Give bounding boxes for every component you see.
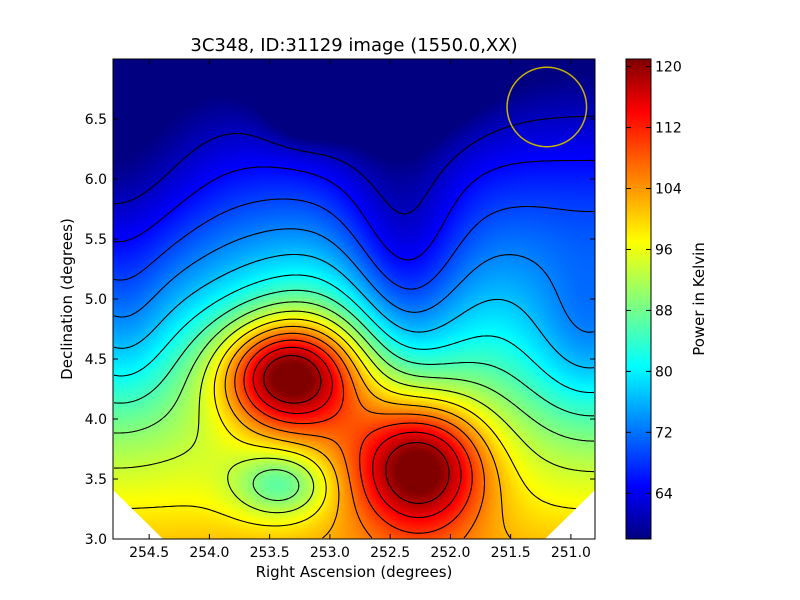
colorbar-tick-label: 72 bbox=[655, 425, 673, 441]
colorbar: 64 72 80 88 96 104 112 120 Power in Kelvin bbox=[625, 58, 708, 540]
contour-line bbox=[243, 339, 473, 534]
contour-line bbox=[252, 346, 462, 519]
colorbar-gradient bbox=[625, 58, 652, 540]
contour-line bbox=[113, 289, 594, 417]
colorbar-label: Power in Kelvin bbox=[690, 242, 708, 356]
beam-circle bbox=[506, 66, 588, 148]
colorbar-tick-label: 120 bbox=[655, 60, 682, 76]
plot-area bbox=[112, 58, 596, 540]
x-axis: 254.5 254.0 253.5 253.0 252.5 252.0 251.5 251.0 bbox=[129, 59, 591, 561]
y-tick-label: 5.5 bbox=[85, 232, 107, 248]
colorbar-ticks: 64 72 80 88 96 104 112 120 bbox=[626, 60, 682, 502]
y-axis-label: Declination (degrees) bbox=[58, 218, 76, 380]
contour-line bbox=[113, 301, 594, 502]
colorbar-tick-label: 96 bbox=[655, 242, 673, 258]
colorbar-tick-label: 80 bbox=[655, 364, 673, 380]
x-tick-label: 253.5 bbox=[250, 545, 290, 561]
x-tick-label: 252.5 bbox=[370, 545, 410, 561]
contour-lines bbox=[113, 115, 595, 539]
contour-line bbox=[224, 325, 511, 539]
x-tick-label: 252.0 bbox=[430, 545, 470, 561]
contour-line bbox=[113, 253, 595, 369]
contour-line bbox=[113, 228, 595, 333]
contour-line bbox=[113, 198, 595, 290]
x-tick-label: 254.5 bbox=[129, 545, 169, 561]
colorbar-tick-label: 64 bbox=[655, 486, 673, 502]
y-tick-label: 4.0 bbox=[85, 412, 107, 428]
colorbar-tick-label: 88 bbox=[655, 303, 673, 319]
y-axis: 3.0 3.5 4.0 4.5 5.0 5.5 6.0 6.5 bbox=[85, 112, 595, 548]
contour-line bbox=[113, 274, 595, 394]
contour-line bbox=[113, 159, 594, 261]
y-tick-label: 3.5 bbox=[85, 472, 107, 488]
contour-line bbox=[234, 332, 486, 539]
x-axis-label: Right Ascension (degrees) bbox=[256, 563, 453, 581]
y-tick-label: 4.5 bbox=[85, 352, 107, 368]
contour-line bbox=[114, 318, 594, 527]
y-tick-label: 3.0 bbox=[85, 532, 107, 548]
contour-line bbox=[114, 115, 594, 215]
x-tick-label: 253.0 bbox=[310, 545, 350, 561]
y-tick-label: 6.0 bbox=[85, 172, 107, 188]
contour-line bbox=[114, 310, 595, 514]
contour-line bbox=[263, 355, 450, 504]
x-tick-label: 251.0 bbox=[551, 545, 591, 561]
y-tick-label: 6.5 bbox=[85, 112, 107, 128]
chart-title: 3C348, ID:31129 image (1550.0,XX) bbox=[190, 35, 517, 56]
heatmap-image bbox=[113, 59, 595, 539]
x-tick-label: 254.0 bbox=[189, 545, 229, 561]
y-tick-label: 5.0 bbox=[85, 292, 107, 308]
colorbar-tick-label: 104 bbox=[655, 182, 682, 198]
x-tick-label: 251.5 bbox=[491, 545, 531, 561]
colorbar-tick-label: 112 bbox=[655, 121, 682, 137]
